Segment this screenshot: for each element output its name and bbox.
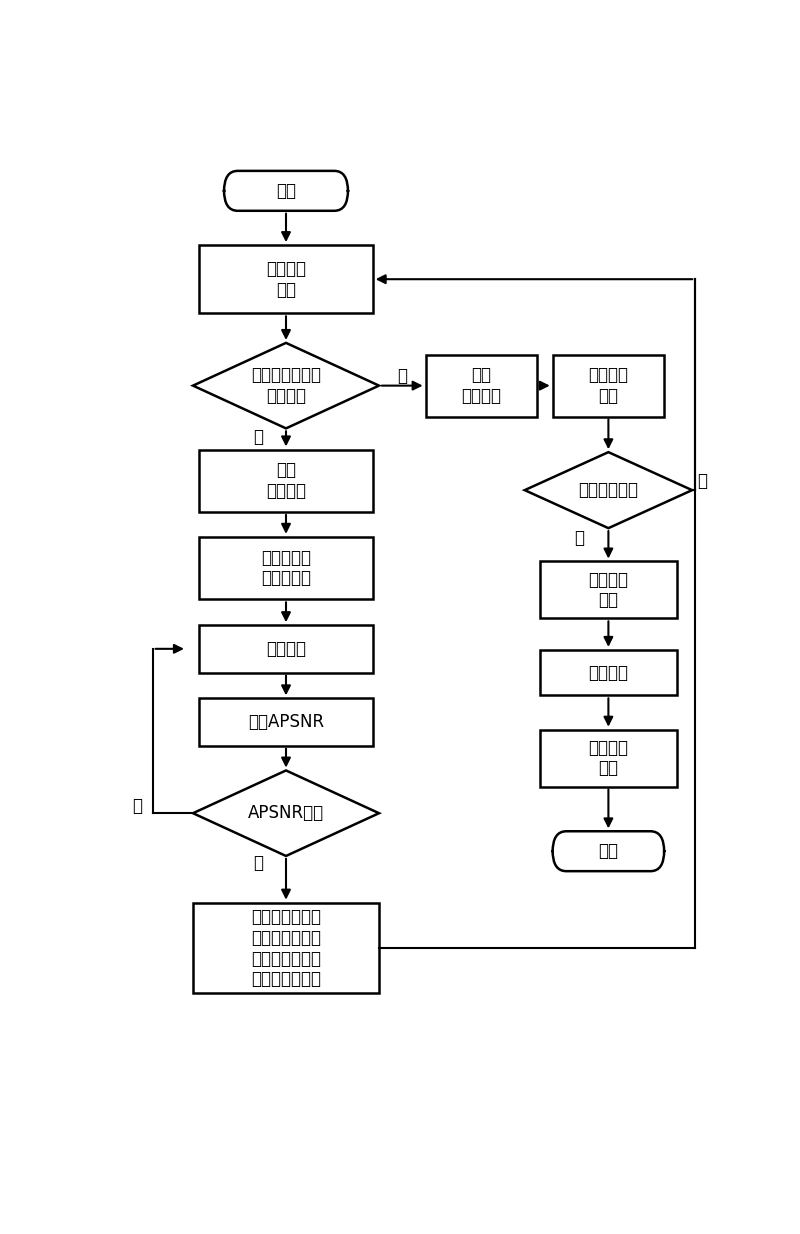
- Bar: [426, 354, 537, 417]
- Bar: [199, 449, 373, 512]
- Text: 否: 否: [697, 471, 707, 490]
- Bar: [540, 561, 677, 618]
- FancyBboxPatch shape: [553, 832, 664, 871]
- FancyBboxPatch shape: [224, 170, 348, 211]
- Bar: [553, 354, 664, 417]
- Text: 模式匹配
算法: 模式匹配 算法: [588, 366, 629, 405]
- Polygon shape: [193, 770, 379, 856]
- Text: 视频
信息采集: 视频 信息采集: [266, 462, 306, 500]
- Text: 音频
信息采集: 音频 信息采集: [462, 366, 502, 405]
- Text: 将此图像上传至
监控对象信息数
据库并在数据库
中查找相应信息: 将此图像上传至 监控对象信息数 据库并在数据库 中查找相应信息: [251, 908, 321, 988]
- Bar: [193, 903, 379, 993]
- Polygon shape: [525, 452, 692, 528]
- Text: 目标信息
采集: 目标信息 采集: [266, 260, 306, 299]
- Text: 是: 是: [253, 854, 263, 871]
- Text: 按帧扫描: 按帧扫描: [266, 639, 306, 658]
- Text: 通道自动
开启: 通道自动 开启: [588, 739, 629, 777]
- Text: 人像脸部图
像信息识别: 人像脸部图 像信息识别: [261, 549, 311, 587]
- Bar: [540, 729, 677, 786]
- Text: 安全识别
通过: 安全识别 通过: [588, 570, 629, 610]
- Text: 否: 否: [398, 368, 407, 385]
- Bar: [540, 650, 677, 696]
- Text: 开始: 开始: [276, 181, 296, 200]
- Text: 是: 是: [253, 428, 263, 445]
- Bar: [199, 246, 373, 313]
- Text: 允许进入: 允许进入: [588, 664, 629, 681]
- Text: APSNR最大: APSNR最大: [248, 805, 324, 822]
- Text: 否: 否: [132, 797, 142, 814]
- Text: 监控控制器设置
音频采集: 监控控制器设置 音频采集: [251, 366, 321, 405]
- Text: 计算APSNR: 计算APSNR: [248, 713, 324, 731]
- Bar: [199, 626, 373, 673]
- Bar: [199, 537, 373, 598]
- Polygon shape: [193, 343, 379, 428]
- Text: 是: 是: [574, 528, 584, 547]
- Text: 结束: 结束: [598, 843, 618, 860]
- Text: 信息匹配成功: 信息匹配成功: [578, 481, 638, 499]
- Bar: [199, 698, 373, 745]
